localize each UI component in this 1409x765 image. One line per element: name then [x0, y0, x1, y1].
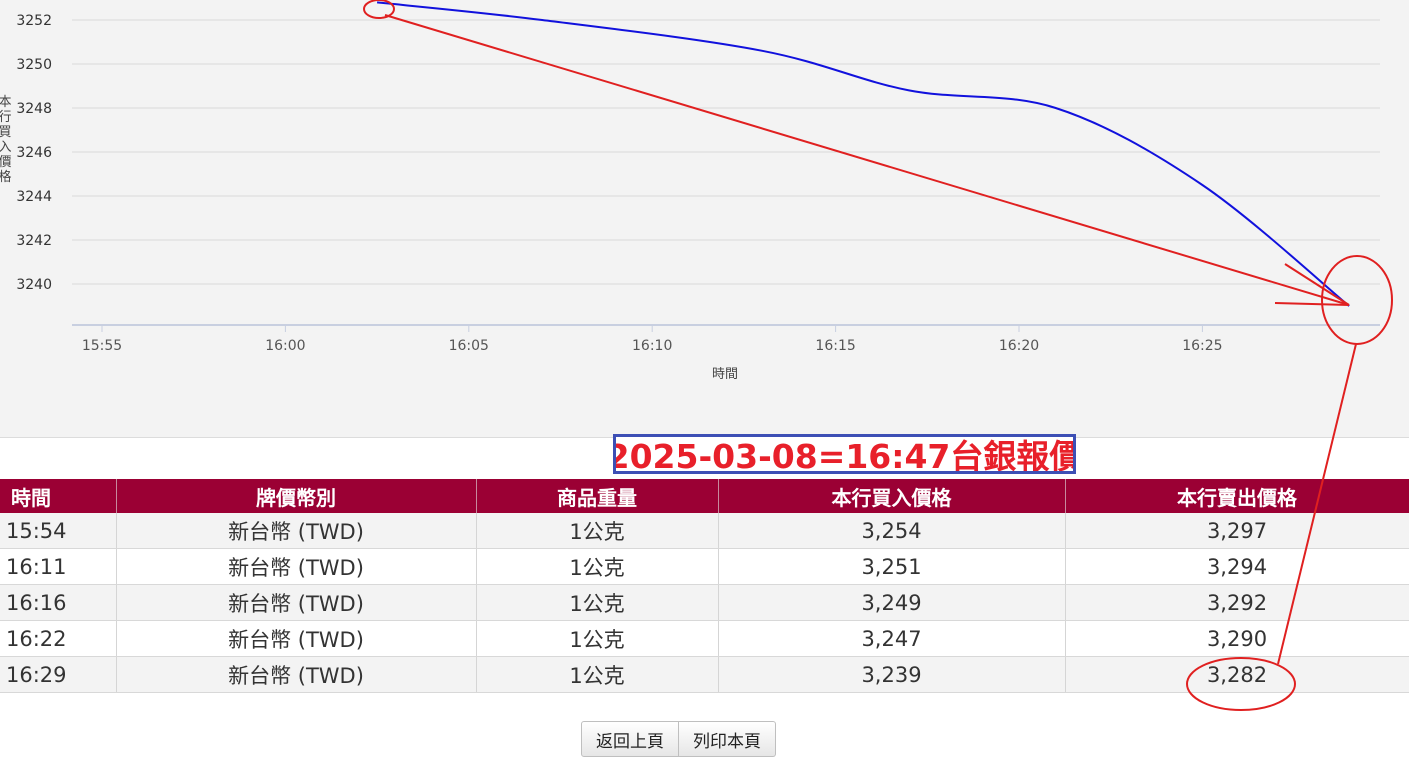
header-buy-price: 本行買入價格	[718, 479, 1066, 513]
cell-sell-price: 3,297	[1065, 513, 1409, 549]
action-button-group: 返回上頁 列印本頁	[581, 721, 776, 757]
cell-currency: 新台幣 (TWD)	[116, 584, 477, 621]
cell-sell-price: 3,290	[1065, 620, 1409, 657]
cell-currency: 新台幣 (TWD)	[116, 513, 477, 549]
cell-sell-price: 3,282	[1065, 656, 1409, 693]
x-tick-label: 16:20	[999, 338, 1039, 354]
x-axis-label: 時間	[712, 367, 738, 382]
cell-time: 16:16	[0, 584, 117, 621]
cell-buy-price: 3,254	[718, 513, 1066, 549]
x-tick-label: 15:55	[82, 338, 122, 354]
y-tick-label: 3244	[16, 189, 52, 205]
price-chart: 3252 3250 3248 3246 3244 3242 3240 15:55 16:00 1…	[0, 0, 1409, 438]
table-row: 15:54 新台幣 (TWD) 1公克 3,254 3,297	[0, 513, 1409, 549]
cell-currency: 新台幣 (TWD)	[116, 656, 477, 693]
table-row: 16:11 新台幣 (TWD) 1公克 3,251 3,294	[0, 548, 1409, 585]
price-table: 時間 牌價幣別 商品重量 本行買入價格 本行賣出價格 15:54 新台幣 (TW…	[0, 479, 1409, 693]
series-line	[376, 1, 1350, 307]
cell-buy-price: 3,239	[718, 656, 1066, 693]
cell-weight: 1公克	[476, 656, 719, 693]
cell-time: 16:22	[0, 620, 117, 657]
header-time: 時間	[0, 479, 117, 513]
x-tick-label: 16:05	[449, 338, 489, 354]
cell-time: 15:54	[0, 513, 117, 549]
y-tick-label: 3246	[16, 145, 52, 161]
table-row: 16:22 新台幣 (TWD) 1公克 3,247 3,290	[0, 620, 1409, 657]
table-row: 16:29 新台幣 (TWD) 1公克 3,239 3,282	[0, 656, 1409, 693]
back-button[interactable]: 返回上頁	[581, 721, 679, 757]
quote-annotation-box: 2025-03-08=16:47台銀報價	[613, 434, 1076, 474]
cell-weight: 1公克	[476, 620, 719, 657]
cell-weight: 1公克	[476, 513, 719, 549]
header-sell-price: 本行賣出價格	[1065, 479, 1409, 513]
table-header-row: 時間 牌價幣別 商品重量 本行買入價格 本行賣出價格	[0, 479, 1409, 513]
header-weight: 商品重量	[476, 479, 719, 513]
x-tick-label: 16:15	[815, 338, 855, 354]
print-button[interactable]: 列印本頁	[679, 721, 776, 757]
x-tick-label: 16:25	[1182, 338, 1222, 354]
cell-weight: 1公克	[476, 584, 719, 621]
cell-time: 16:29	[0, 656, 117, 693]
table-row: 16:16 新台幣 (TWD) 1公克 3,249 3,292	[0, 584, 1409, 621]
y-tick-label: 3248	[16, 101, 52, 117]
quote-annotation-title: 2025-03-08=16:47台銀報價	[613, 437, 1076, 474]
cell-sell-price: 3,292	[1065, 584, 1409, 621]
y-tick-label: 3250	[16, 57, 52, 73]
x-tick-label: 16:00	[265, 338, 305, 354]
y-tick-label: 3242	[16, 233, 52, 249]
cell-time: 16:11	[0, 548, 117, 585]
cell-sell-price: 3,294	[1065, 548, 1409, 585]
x-tick-label: 16:10	[632, 338, 672, 354]
y-tick-label: 3240	[16, 277, 52, 293]
price-chart-svg: 3252 3250 3248 3246 3244 3242 3240 15:55 16:00 1…	[0, 1, 1380, 382]
cell-weight: 1公克	[476, 548, 719, 585]
y-tick-label: 3252	[16, 13, 52, 29]
y-axis-label: 本行買入價格	[0, 95, 12, 185]
header-currency: 牌價幣別	[116, 479, 477, 513]
cell-buy-price: 3,251	[718, 548, 1066, 585]
cell-buy-price: 3,247	[718, 620, 1066, 657]
cell-currency: 新台幣 (TWD)	[116, 548, 477, 585]
cell-buy-price: 3,249	[718, 584, 1066, 621]
cell-currency: 新台幣 (TWD)	[116, 620, 477, 657]
